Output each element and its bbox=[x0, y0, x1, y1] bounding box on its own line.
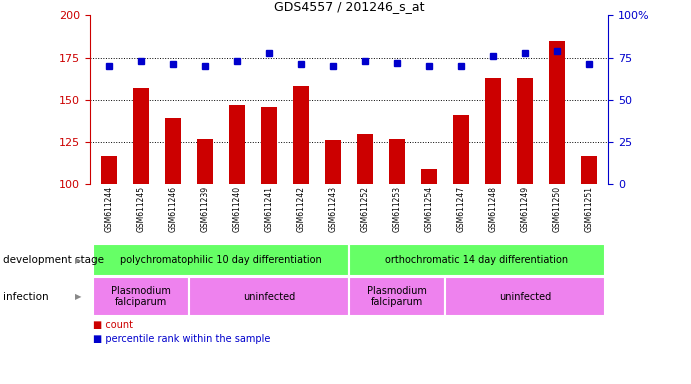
Text: GSM611240: GSM611240 bbox=[232, 186, 241, 232]
Bar bbox=[189, 277, 349, 316]
Bar bbox=[485, 78, 501, 184]
Bar bbox=[445, 277, 605, 316]
Text: GSM611254: GSM611254 bbox=[424, 186, 433, 232]
Title: GDS4557 / 201246_s_at: GDS4557 / 201246_s_at bbox=[274, 0, 424, 13]
Text: GSM611247: GSM611247 bbox=[457, 186, 466, 232]
Text: GSM611245: GSM611245 bbox=[137, 186, 146, 232]
Text: orthochromatic 14 day differentiation: orthochromatic 14 day differentiation bbox=[386, 255, 569, 265]
Bar bbox=[357, 134, 373, 184]
Text: infection: infection bbox=[3, 291, 49, 302]
Text: GSM611239: GSM611239 bbox=[200, 186, 209, 232]
Bar bbox=[133, 88, 149, 184]
Bar bbox=[389, 139, 405, 184]
Bar bbox=[453, 115, 469, 184]
Bar bbox=[93, 277, 189, 316]
Text: GSM611246: GSM611246 bbox=[169, 186, 178, 232]
Text: GSM611248: GSM611248 bbox=[489, 186, 498, 232]
Text: ■ count: ■ count bbox=[93, 320, 133, 330]
Text: GSM611249: GSM611249 bbox=[520, 186, 529, 232]
Text: ■ percentile rank within the sample: ■ percentile rank within the sample bbox=[93, 334, 271, 344]
Text: ▶: ▶ bbox=[75, 256, 81, 265]
Bar bbox=[549, 41, 565, 184]
Bar bbox=[229, 105, 245, 184]
Text: polychromatophilic 10 day differentiation: polychromatophilic 10 day differentiatio… bbox=[120, 255, 322, 265]
Bar bbox=[349, 277, 445, 316]
Bar bbox=[197, 139, 213, 184]
Text: GSM611250: GSM611250 bbox=[552, 186, 561, 232]
Text: GSM611251: GSM611251 bbox=[585, 186, 594, 232]
Text: Plasmodium
falciparum: Plasmodium falciparum bbox=[111, 286, 171, 308]
Text: GSM611253: GSM611253 bbox=[392, 186, 401, 232]
Bar bbox=[101, 156, 117, 184]
Bar bbox=[517, 78, 533, 184]
Text: GSM611241: GSM611241 bbox=[265, 186, 274, 232]
Bar bbox=[581, 156, 597, 184]
Bar bbox=[261, 107, 277, 184]
Bar bbox=[293, 86, 309, 184]
Bar bbox=[349, 245, 605, 276]
Bar bbox=[93, 245, 349, 276]
Text: uninfected: uninfected bbox=[243, 291, 295, 302]
Bar bbox=[325, 141, 341, 184]
Text: development stage: development stage bbox=[3, 255, 104, 265]
Text: ▶: ▶ bbox=[75, 292, 81, 301]
Text: uninfected: uninfected bbox=[499, 291, 551, 302]
Text: GSM611243: GSM611243 bbox=[328, 186, 337, 232]
Text: GSM611242: GSM611242 bbox=[296, 186, 305, 232]
Text: GSM611252: GSM611252 bbox=[361, 186, 370, 232]
Text: Plasmodium
falciparum: Plasmodium falciparum bbox=[367, 286, 427, 308]
Text: GSM611244: GSM611244 bbox=[104, 186, 113, 232]
Bar bbox=[421, 169, 437, 184]
Bar bbox=[165, 118, 181, 184]
